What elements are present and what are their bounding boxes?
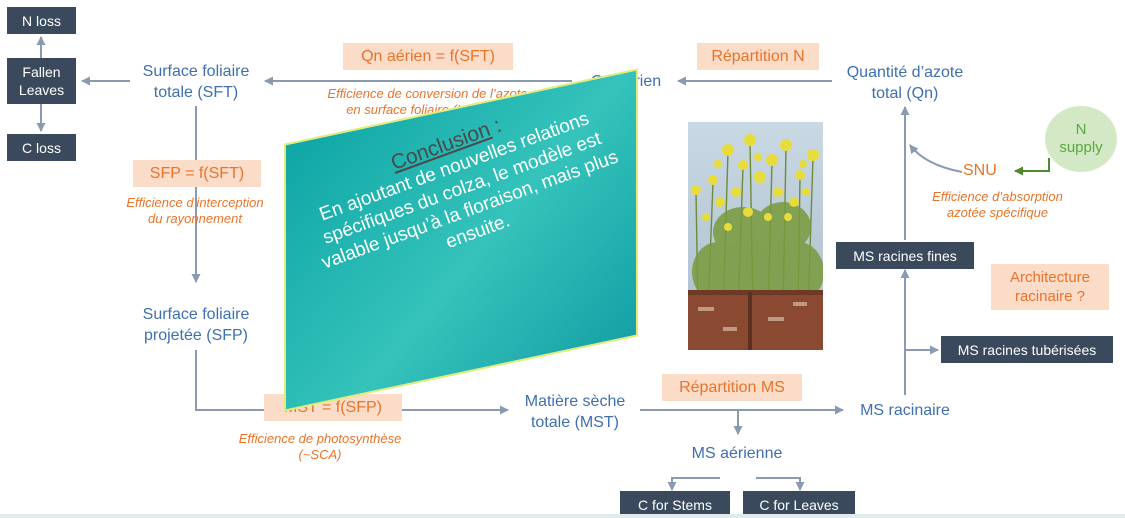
bottom-bar (0, 514, 1125, 518)
ms-racines-tuberisees-box: MS racines tubérisées (941, 336, 1113, 363)
architecture-label: Architecture racinaire ? (1009, 269, 1091, 305)
n-loss-label: N loss (22, 12, 61, 29)
fallen-leaves-box: Fallen Leaves (7, 58, 76, 104)
c-leaves-box: C for Leaves (743, 491, 855, 518)
relation-architecture: Architecture racinaire ? (991, 264, 1109, 310)
arrow-sfp-to-mst (195, 350, 509, 415)
arrow-nsupply-to-snu (1014, 158, 1050, 176)
relation-qn-aerien-sft: Qn aérien = f(SFT) (343, 43, 513, 70)
relation-sfp-sft: SFP = f(SFT) (133, 160, 261, 187)
eff-interception: Efficience d’interception du rayonnement (126, 195, 264, 226)
relation-repartition-ms: Répartition MS (662, 374, 802, 401)
node-sfp: Surface foliaire projetée (SFP) (142, 306, 250, 344)
rapeseed-photo-illustration (688, 122, 823, 350)
node-ms-aerienne: MS aérienne (691, 445, 783, 462)
relation-repartition-n: Répartition N (697, 43, 819, 70)
n-supply-circle: N supply (1045, 106, 1117, 172)
arrow-to-c-stems (667, 477, 720, 491)
node-qn-total: Quantité d’azote total (Qn) (846, 64, 964, 102)
node-snu: SNU (963, 162, 997, 179)
c-stems-box: C for Stems (620, 491, 730, 518)
node-ms-racinaire: MS racinaire (860, 402, 950, 419)
arrow-snu-curve (909, 144, 963, 173)
fallen-leaves-label: Fallen Leaves (18, 64, 65, 98)
arrow-to-c-leaves (756, 477, 805, 491)
eff-photosynthese: Efficience de photosynthèse (~SCA) (238, 431, 402, 462)
rapeseed-photo (688, 122, 823, 350)
node-mst: Matière sèche totale (MST) (524, 393, 626, 431)
c-loss-label: C loss (22, 139, 61, 156)
n-loss-box: N loss (7, 7, 76, 34)
c-loss-box: C loss (7, 134, 76, 161)
node-sft: Surface foliaire totale (SFT) (142, 63, 250, 101)
ms-racines-fines-box: MS racines fines (836, 242, 974, 269)
eff-absorption: Efficience d’absorption azotée spécifiqu… (932, 189, 1063, 220)
